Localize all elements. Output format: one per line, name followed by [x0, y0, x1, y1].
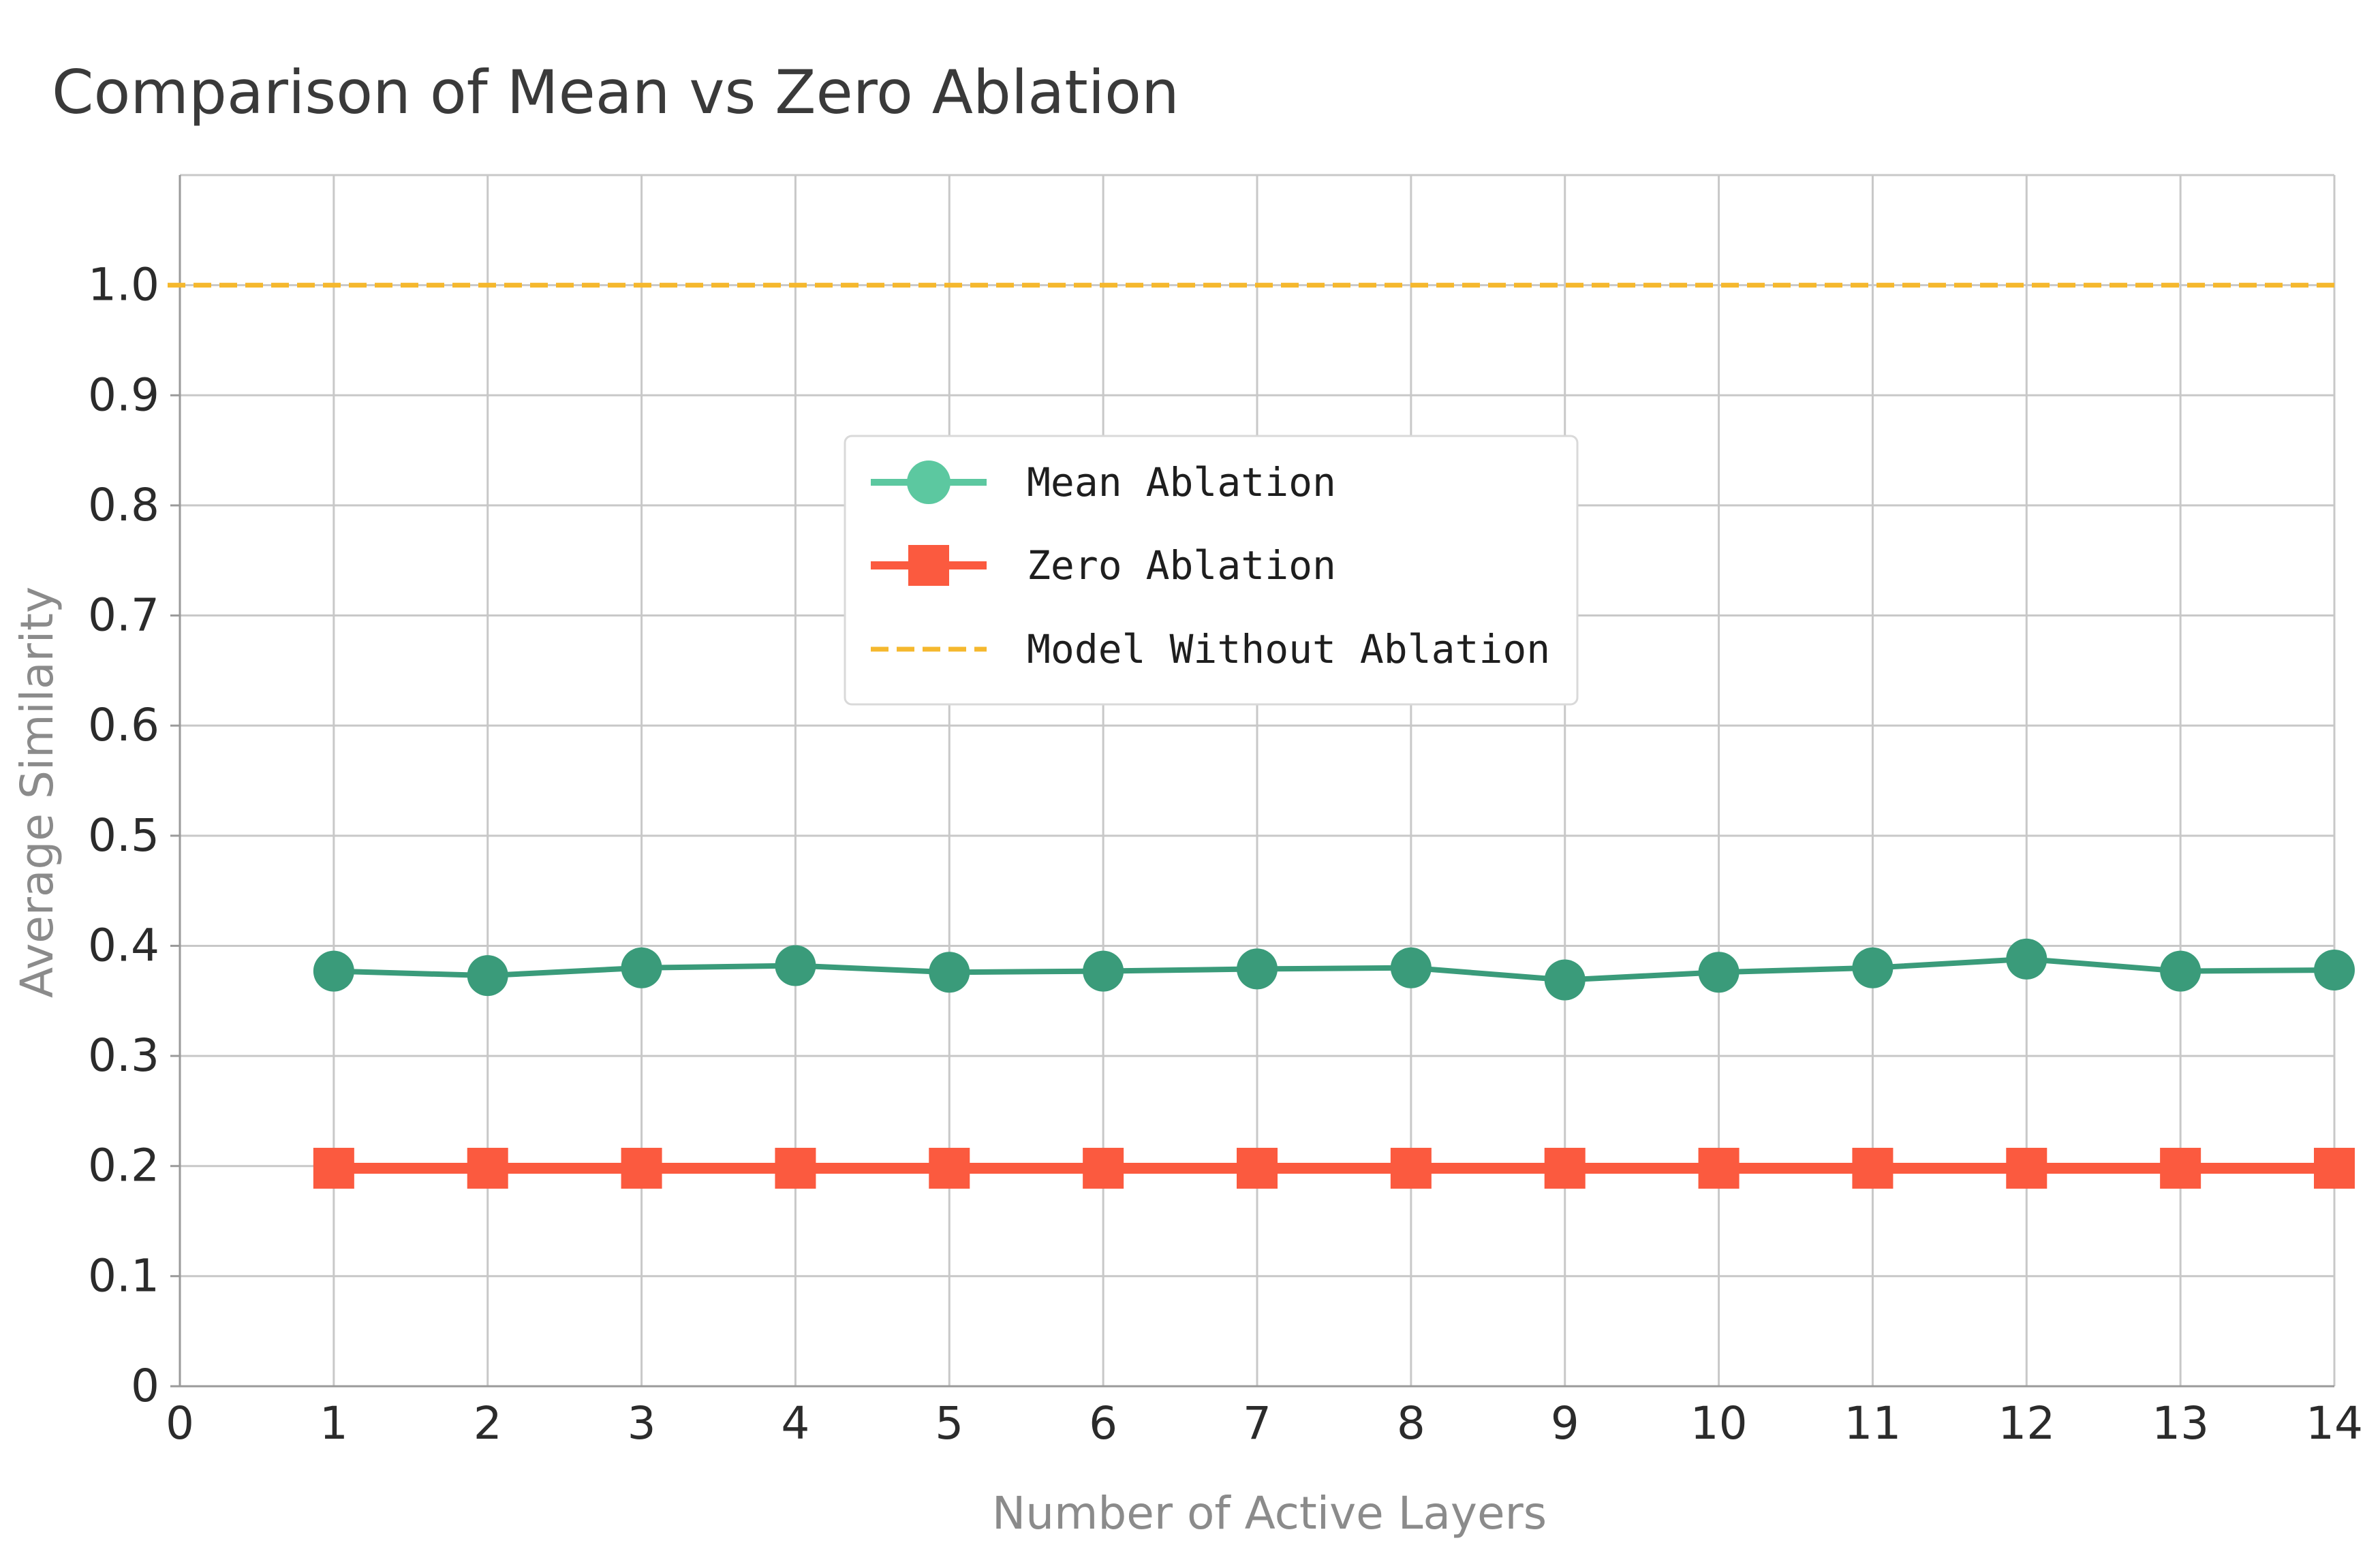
mean-ablation-point	[313, 950, 354, 992]
x-tick-label: 11	[1844, 1397, 1901, 1450]
y-tick-labels: 0 0.1 0.2 0.3 0.4 0.5 0.6 0.7 0.8 0.9 1.0	[88, 259, 159, 1412]
legend-swatch-circle	[907, 460, 951, 504]
x-tick-label: 3	[628, 1397, 656, 1450]
mean-ablation-line	[333, 956, 2335, 983]
y-tick-label: 0.6	[88, 699, 159, 751]
mean-ablation-point	[467, 955, 508, 997]
x-axis-label: Number of Active Layers	[992, 1487, 1547, 1540]
zero-ablation-point	[313, 1147, 354, 1189]
y-tick-label: 0.3	[88, 1029, 159, 1082]
y-tick-label: 0.4	[88, 919, 159, 971]
y-tick-label: 0.8	[88, 479, 159, 531]
x-tick-label: 6	[1089, 1397, 1117, 1450]
legend-label: Mean Ablation	[1027, 459, 1336, 505]
legend-label: Model Without Ablation	[1027, 626, 1550, 672]
x-tick-label: 9	[1551, 1397, 1579, 1450]
legend-box	[844, 435, 1579, 706]
zero-ablation-point	[2314, 1147, 2355, 1189]
zero-ablation-point	[1698, 1147, 1740, 1189]
zero-ablation-point	[929, 1147, 970, 1189]
zero-ablation-point	[467, 1147, 508, 1189]
x-tick-label: 0	[166, 1397, 194, 1450]
zero-ablation-point	[1083, 1147, 1124, 1189]
mean-ablation-point	[1083, 950, 1124, 992]
legend-entry-model-without-ablation: Model Without Ablation	[871, 626, 1550, 672]
zero-ablation-point	[1852, 1147, 1894, 1189]
mean-ablation-point	[1390, 947, 1432, 988]
mean-ablation-point	[621, 947, 662, 988]
x-tick-label: 2	[474, 1397, 502, 1450]
x-tick-label: 8	[1397, 1397, 1425, 1450]
mean-ablation-point	[1237, 948, 1278, 990]
zero-ablation-point	[2160, 1147, 2201, 1189]
legend-entry-zero-ablation: Zero Ablation	[871, 542, 1336, 589]
series-mean-ablation	[313, 938, 2355, 1001]
y-tick-label: 0.2	[88, 1140, 159, 1192]
y-tick-label: 1.0	[88, 259, 159, 311]
x-tick-labels: 0 1 2 3 4 5 6 7 8 9 10 11 12 13 14	[166, 1397, 2363, 1450]
x-tick-label: 14	[2306, 1397, 2363, 1450]
zero-ablation-point	[1544, 1147, 1586, 1189]
zero-ablation-point	[1390, 1147, 1432, 1189]
chart-title: Comparison of Mean vs Zero Ablation	[52, 57, 1179, 127]
legend-swatch-square	[908, 545, 949, 586]
mean-ablation-point	[1698, 952, 1740, 993]
zero-ablation-point	[621, 1147, 662, 1189]
zero-ablation-point	[1237, 1147, 1278, 1189]
x-tick-label: 7	[1243, 1397, 1271, 1450]
legend-entry-mean-ablation: Mean Ablation	[871, 459, 1336, 505]
series-zero-ablation	[313, 1147, 2355, 1189]
mean-ablation-point	[2006, 938, 2047, 980]
legend: Mean Ablation Zero Ablation Model Without …	[844, 435, 1579, 706]
zero-ablation-point	[2006, 1147, 2047, 1189]
series-layer	[313, 938, 2355, 1189]
mean-ablation-point	[929, 952, 970, 993]
legend-label: Zero Ablation	[1027, 542, 1336, 589]
y-tick-label: 0.7	[88, 589, 159, 642]
y-tick-label: 0	[131, 1360, 159, 1412]
mean-ablation-point	[2160, 950, 2201, 992]
mean-ablation-point	[1544, 959, 1586, 1001]
x-tick-label: 5	[935, 1397, 963, 1450]
x-tick-label: 4	[781, 1397, 809, 1450]
zero-ablation-point	[775, 1147, 816, 1189]
y-tick-label: 0.5	[88, 809, 159, 862]
x-tick-label: 13	[2152, 1397, 2209, 1450]
y-tick-label: 0.1	[88, 1249, 159, 1302]
x-tick-label: 12	[1998, 1397, 2055, 1450]
y-tick-label: 0.9	[88, 369, 159, 421]
mean-ablation-point	[775, 945, 816, 986]
mean-ablation-point	[1852, 947, 1894, 988]
x-tick-label: 1	[320, 1397, 348, 1450]
mean-ablation-point	[2314, 950, 2355, 991]
x-tick-label: 10	[1690, 1397, 1748, 1450]
y-axis-label: Average Similarity	[11, 587, 63, 998]
